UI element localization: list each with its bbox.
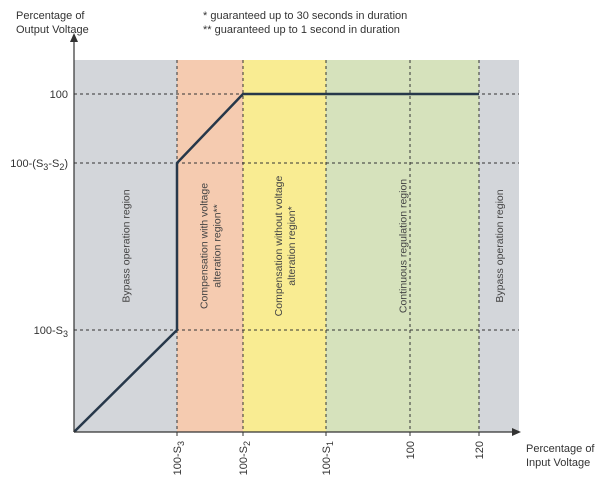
region-2-band — [177, 60, 243, 432]
region-5-label: Bypass operation region — [494, 189, 506, 302]
region-3-band — [243, 60, 326, 432]
region-1-band — [74, 60, 177, 432]
region-3-label: Compensation without voltagealteration r… — [273, 176, 298, 317]
output-voltage-curve — [73, 92, 479, 433]
regions-layer — [74, 60, 519, 432]
y-axis-title-line-2: Output Voltage — [16, 24, 89, 36]
x-axis-title-line-2: Input Voltage — [526, 457, 590, 469]
region-3-label-line-1: Compensation without voltage — [273, 176, 285, 317]
region-4-band — [326, 60, 479, 432]
x-axis-arrowhead — [512, 428, 521, 436]
region-5-band — [479, 60, 519, 432]
region-2-label: Compensation with voltagealteration regi… — [199, 183, 224, 309]
region-5-label-line-1: Bypass operation region — [494, 189, 506, 302]
region-label-layer: Bypass operation region Compensation with… — [121, 176, 507, 317]
y-axis-arrowhead — [70, 33, 78, 42]
x-tick-s3: 100-S3 — [172, 441, 186, 475]
x-tick-s1: 100-S1 — [321, 441, 335, 475]
y-axis-title-line-1: Percentage of — [16, 10, 85, 22]
region-4-label-line-1: Continuous regulation region — [398, 179, 410, 313]
region-1-label-line-1: Bypass operation region — [121, 189, 133, 302]
footnote-30-seconds: * guaranteed up to 30 seconds in duratio… — [203, 10, 407, 22]
region-3-label-line-2: alteration region* — [286, 206, 298, 285]
x-tick-x100: 100 — [405, 441, 417, 459]
footnote-1-second: ** guaranteed up to 1 second in duration — [203, 24, 400, 36]
y-tick-s3: 100-S3 — [34, 325, 68, 339]
x-tick-s2: 100-S2 — [238, 441, 252, 475]
y-tick-full: 100 — [50, 89, 68, 101]
region-2-label-line-2: alteration region** — [212, 204, 224, 287]
y-tick-s3s2: 100-(S3-S2) — [10, 158, 68, 172]
region-2-label-line-1: Compensation with voltage — [199, 183, 211, 309]
axis-layer — [70, 33, 521, 436]
tick-layer: 100-S3 100-(S3-S2) 100 100-S3 100-S2 100-S1 10… — [10, 89, 486, 475]
region-4-label: Continuous regulation region — [398, 179, 410, 313]
curve-layer — [73, 92, 479, 433]
region-1-label: Bypass operation region — [121, 189, 133, 302]
x-axis-title-line-1: Percentage of — [526, 443, 595, 455]
x-tick-x120: 120 — [474, 441, 486, 459]
